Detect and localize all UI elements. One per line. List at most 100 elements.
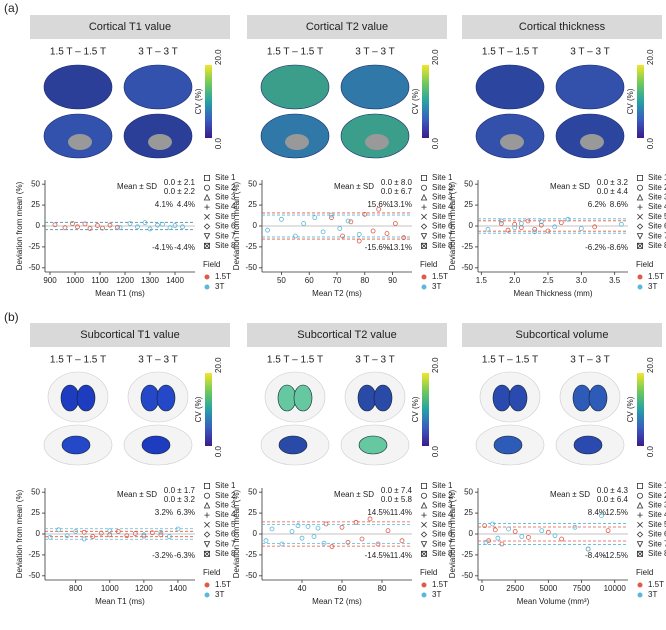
x-tick-label: 3.0: [576, 276, 588, 285]
legend-label: Site 2: [215, 491, 236, 500]
point: [299, 535, 305, 541]
x-tick-label: 1400: [166, 276, 184, 285]
legend-symbol: [420, 193, 428, 201]
x-tick-label: 70: [333, 276, 342, 285]
x-tick-label: 0: [480, 584, 485, 593]
panel-title: Cortical T2 value: [306, 21, 388, 33]
brainstem: [580, 134, 604, 150]
brain-lateral: [340, 64, 410, 110]
limit-label: 15.6%: [367, 200, 390, 209]
y-axis-label: Deviation from mean (%): [448, 489, 457, 578]
legend-label: Site 7: [215, 231, 236, 240]
y-tick-label: -50: [245, 571, 257, 580]
legend-symbol: [636, 541, 644, 548]
point: [552, 224, 558, 230]
legend-label: 3T: [648, 282, 657, 291]
y-axis-label: Deviation from mean (%): [15, 489, 24, 578]
colorbar: [637, 65, 644, 138]
colorbar-tick: 20.0: [646, 49, 655, 65]
colorbar-tick: 0.0: [646, 445, 655, 457]
point: [329, 215, 334, 221]
legend-label: Site 2: [648, 491, 666, 500]
x-tick-label: 900: [43, 276, 57, 285]
x-tick-label: 60: [305, 276, 314, 285]
brainstem: [285, 134, 309, 150]
panel-title: Cortical T1 value: [89, 21, 171, 33]
map-label: 1.5 T – 1.5 T: [267, 355, 323, 366]
legend-symbol: [203, 501, 211, 509]
legend-swatch: [204, 274, 210, 280]
legend-label: Site 1: [648, 481, 666, 490]
x-tick-label: 1100: [91, 276, 109, 285]
colorbar-tick: 20.0: [214, 49, 223, 65]
legend-symbol: [636, 233, 644, 240]
colorbar-tick: 20.0: [431, 49, 440, 65]
legend-label: Site 8: [648, 549, 666, 558]
point: [155, 222, 160, 228]
point: [592, 224, 598, 230]
legend-symbol: [203, 541, 211, 548]
y-tick-label: -50: [461, 571, 473, 580]
legend-label: Site 3: [215, 501, 236, 510]
mean-sd: 0.0 ± 4.3: [597, 486, 629, 495]
brain-lateral: [475, 64, 545, 110]
brainstem: [365, 134, 389, 150]
point: [265, 227, 270, 233]
point: [399, 538, 405, 544]
legend-label: Site 3: [648, 501, 666, 510]
legend-symbol: [637, 204, 643, 210]
limit-label: 8.4%: [588, 508, 606, 517]
y-tick-label: 50: [31, 487, 40, 496]
legend-label: Site 1: [648, 173, 666, 182]
map-label: 1.5 T – 1.5 T: [267, 47, 323, 58]
y-tick-label: -25: [245, 550, 257, 559]
brainstem: [500, 134, 524, 150]
legend-symbol: [636, 501, 644, 509]
colorbar: [205, 373, 212, 446]
point: [490, 521, 496, 527]
point: [499, 541, 505, 547]
colorbar: [637, 373, 644, 446]
y-tick-label: 25: [464, 508, 473, 517]
y-tick-label: 50: [464, 487, 473, 496]
legend-label: 3T: [432, 282, 441, 291]
y-axis-label: Deviation from mean (%): [232, 181, 241, 270]
limit-label: 3.2%: [155, 508, 173, 517]
legend-label: Site 3: [432, 501, 453, 510]
point: [135, 224, 140, 230]
legend-label: Site 1: [432, 173, 453, 182]
legend-symbol: [420, 541, 428, 548]
limit-label: -4.1%: [152, 243, 173, 252]
legend-symbol: [637, 213, 643, 220]
point: [353, 519, 359, 525]
point: [301, 221, 307, 226]
x-tick-label: 3.5: [609, 276, 621, 285]
legend-swatch: [421, 274, 427, 280]
point: [385, 528, 391, 534]
y-tick-label: 25: [464, 200, 473, 209]
legend-label: 3T: [648, 590, 657, 599]
legend-label: Site 5: [648, 212, 666, 221]
colorbar-label: CV (%): [411, 396, 420, 422]
legend-label: Site 2: [432, 491, 453, 500]
legend-symbol: [421, 213, 427, 220]
y-tick-label: -25: [245, 242, 257, 251]
point: [599, 513, 604, 518]
map-label: 3 T – 3 T: [138, 47, 177, 58]
y-tick-label: 0: [36, 221, 41, 230]
x-tick-label: 1000: [66, 276, 84, 285]
point: [124, 533, 130, 539]
point: [87, 226, 93, 231]
limit-label: 6.2%: [588, 200, 606, 209]
y-tick-label: 50: [248, 179, 257, 188]
legend-symbol: [203, 223, 211, 230]
header-box: [30, 15, 230, 39]
y-tick-label: -50: [461, 263, 473, 272]
legend-swatch: [204, 284, 210, 290]
y-tick-label: 25: [248, 200, 257, 209]
point: [95, 223, 100, 228]
legend-label: Site 1: [432, 481, 453, 490]
legend-title: Field: [203, 568, 220, 577]
limit-label: -6.2%: [585, 243, 606, 252]
legend-label: Site 6: [432, 530, 453, 539]
